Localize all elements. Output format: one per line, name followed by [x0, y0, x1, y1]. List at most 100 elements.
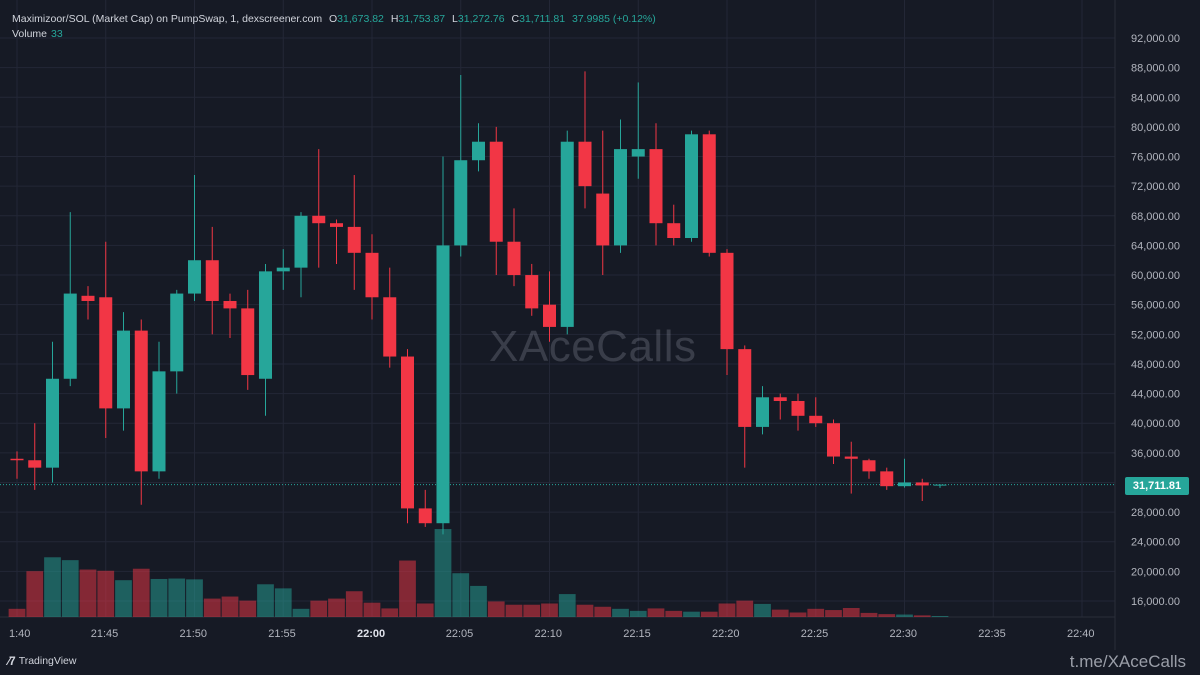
- volume-bar: [789, 612, 807, 617]
- candle-body: [46, 378, 59, 468]
- candle: [507, 208, 521, 287]
- candle-body: [63, 293, 77, 379]
- candle-body: [117, 330, 130, 409]
- volume-bar: [168, 578, 186, 617]
- candle-body: [649, 149, 663, 224]
- volume-bar: [558, 594, 576, 617]
- volume-bar: [8, 608, 26, 617]
- candle-body: [631, 149, 645, 157]
- time-axis[interactable]: 1:40 21:45 21:50 21:55 22:00 22:05 22:10 22:15 2…: [9, 628, 1095, 640]
- volume-bar: [612, 608, 629, 617]
- volume-bar: [381, 608, 399, 617]
- candle: [898, 458, 911, 488]
- candle: [188, 175, 201, 301]
- candle-body: [454, 160, 468, 246]
- volume-bar: [896, 614, 913, 617]
- candle: [223, 293, 237, 339]
- candle-body: [241, 308, 255, 376]
- price-tick-label: 92,000.00: [1131, 33, 1180, 45]
- volume-bar: [860, 612, 878, 617]
- candle: [631, 82, 645, 179]
- tradingview-icon: ⁄7: [8, 654, 16, 668]
- candle-body: [827, 423, 840, 457]
- volume-bar: [931, 616, 949, 617]
- candle: [347, 175, 361, 290]
- candle-body: [791, 400, 805, 416]
- candle-body: [560, 141, 574, 327]
- candle-body: [312, 215, 326, 224]
- volume-bar: [842, 608, 860, 617]
- candle-body: [525, 275, 539, 309]
- candle-body: [294, 215, 308, 268]
- candle: [205, 226, 219, 335]
- volume-bar: [44, 557, 61, 617]
- candle: [117, 312, 130, 431]
- time-tick-label: 22:10: [535, 628, 563, 640]
- volume-bar: [97, 570, 115, 617]
- candle: [614, 119, 627, 253]
- volume-bar: [913, 615, 931, 617]
- price-axis[interactable]: 92,000.00 88,000.00 84,000.00 80,000.00 76,0…: [1131, 33, 1180, 608]
- candle: [170, 289, 184, 394]
- volume-bar: [541, 603, 558, 617]
- volume-bar: [718, 603, 736, 617]
- volume-bar: [736, 600, 754, 617]
- candle-body: [472, 141, 485, 161]
- volume-bar: [470, 585, 487, 617]
- volume-bar: [452, 573, 470, 617]
- candle: [667, 204, 681, 246]
- candle-body: [259, 271, 272, 379]
- volume-bar: [683, 611, 700, 617]
- volume-bar: [274, 588, 292, 617]
- volume-bar: [523, 604, 541, 617]
- candle: [28, 423, 42, 490]
- candle: [773, 393, 787, 420]
- candle-body: [844, 456, 858, 459]
- close-value: 31,711.81: [519, 13, 566, 25]
- candle-body: [99, 297, 113, 409]
- price-tick-label: 64,000.00: [1131, 240, 1180, 252]
- candle: [418, 489, 432, 527]
- candle-body: [685, 134, 698, 239]
- price-tick-label: 28,000.00: [1131, 507, 1180, 519]
- candle: [241, 289, 255, 390]
- volume-bar: [878, 614, 896, 617]
- open-label: O: [329, 13, 338, 25]
- open-value: 31,673.82: [337, 13, 384, 25]
- time-tick-label: 21:45: [91, 628, 119, 640]
- candle-body: [223, 300, 237, 309]
- candle: [312, 149, 326, 268]
- volume-bar: [61, 560, 79, 617]
- price-tick-label: 24,000.00: [1131, 537, 1180, 549]
- time-tick-label: 22:35: [978, 628, 1006, 640]
- tradingview-logo[interactable]: ⁄7 TradingView: [8, 654, 76, 668]
- price-tick-label: 44,000.00: [1131, 389, 1180, 401]
- candle: [543, 271, 556, 342]
- candle-body: [152, 371, 166, 472]
- price-tick-label: 68,000.00: [1131, 211, 1180, 223]
- price-tick-label: 84,000.00: [1131, 92, 1180, 104]
- price-tick-label: 36,000.00: [1131, 448, 1180, 460]
- time-tick-label: 22:15: [623, 628, 651, 640]
- candle-body: [330, 223, 343, 227]
- candle-body: [543, 304, 556, 327]
- candle: [578, 71, 592, 209]
- candle: [489, 126, 503, 276]
- candle: [649, 123, 663, 246]
- candle: [383, 267, 397, 368]
- time-tick-label: 22:30: [890, 628, 918, 640]
- candle-body: [401, 356, 414, 509]
- price-tick-label: 20,000.00: [1131, 566, 1180, 578]
- volume-bar: [310, 600, 328, 617]
- volume-bar: [487, 601, 505, 617]
- volume-bar: [434, 529, 452, 617]
- volume-bar: [328, 598, 345, 617]
- low-value: 31,272.76: [457, 13, 505, 25]
- candle-body: [81, 295, 95, 301]
- candles: [10, 71, 947, 535]
- tradingview-logo-text: TradingView: [18, 655, 77, 667]
- volume-bar: [665, 610, 683, 617]
- candle-body: [933, 484, 947, 486]
